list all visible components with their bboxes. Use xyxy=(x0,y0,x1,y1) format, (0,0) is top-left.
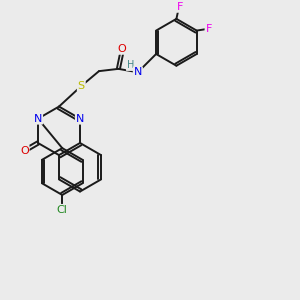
Text: N: N xyxy=(134,67,142,77)
Text: H: H xyxy=(127,60,134,70)
Text: S: S xyxy=(78,81,85,91)
Text: N: N xyxy=(76,114,84,124)
Text: F: F xyxy=(206,24,212,34)
Text: O: O xyxy=(20,146,29,156)
Text: O: O xyxy=(118,44,126,54)
Text: F: F xyxy=(177,2,183,12)
Text: Cl: Cl xyxy=(57,205,68,215)
Text: N: N xyxy=(34,114,42,124)
